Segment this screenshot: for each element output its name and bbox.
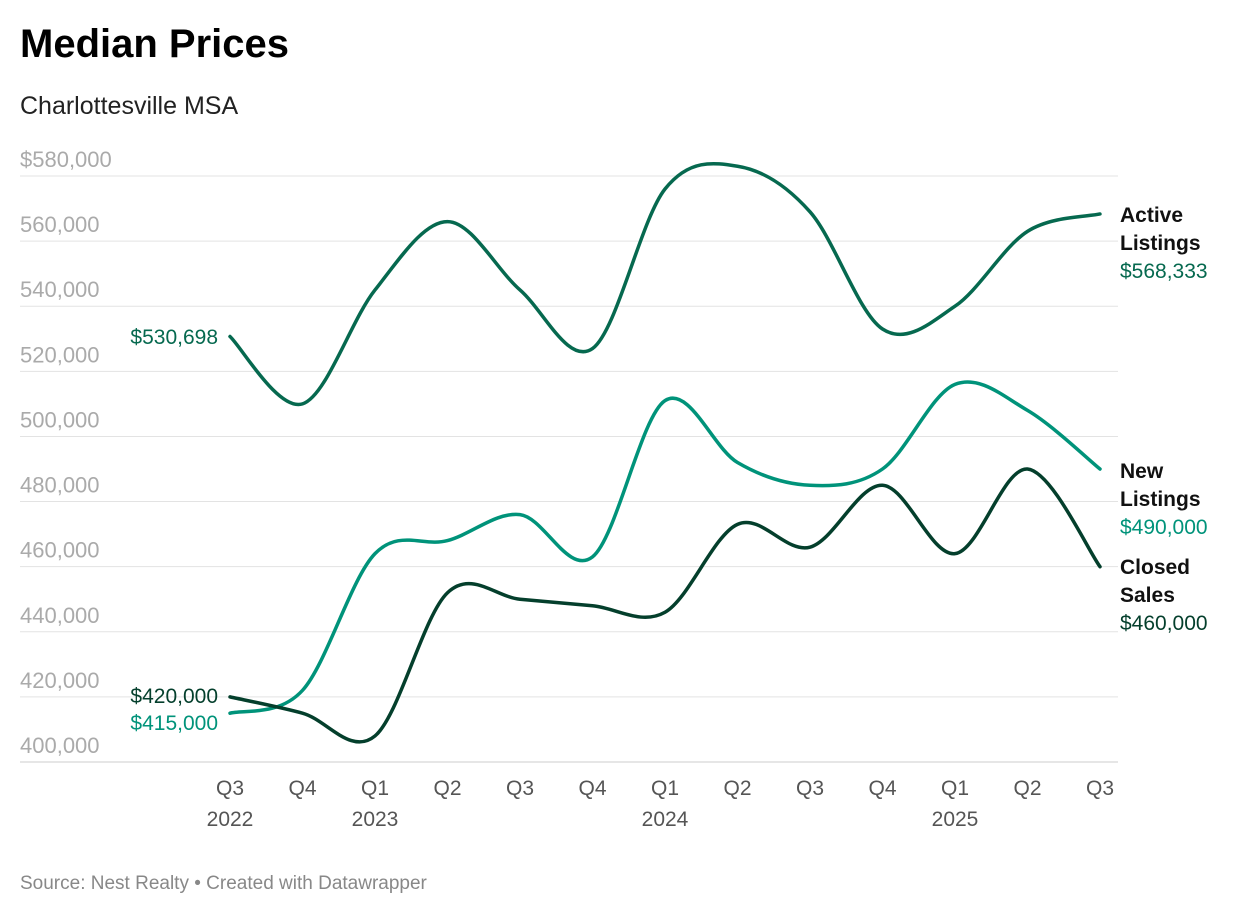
y-tick-label: 500,000 — [20, 407, 100, 432]
x-tick-label: Q4 — [578, 777, 606, 800]
start-value-label: $420,000 — [130, 685, 218, 708]
x-year-label: 2023 — [352, 808, 399, 831]
start-value-label: $415,000 — [130, 712, 218, 735]
x-tick-label: Q1 — [651, 777, 679, 800]
x-tick-label: Q2 — [1013, 777, 1041, 800]
x-tick-label: Q1 — [361, 777, 389, 800]
y-tick-label: 560,000 — [20, 212, 100, 237]
series-line-active-listings — [228, 161, 1102, 407]
y-tick-label: 480,000 — [20, 473, 100, 498]
end-value-label: $460,000 — [1120, 612, 1208, 635]
end-value-label: $490,000 — [1120, 516, 1208, 539]
chart-subtitle: Charlottesville MSA — [20, 92, 239, 120]
x-tick-label: Q3 — [796, 777, 824, 800]
series-name-label: Sales — [1120, 584, 1175, 607]
chart-footer: Source: Nest Realty • Created with Dataw… — [20, 873, 427, 894]
y-tick-label: 540,000 — [20, 277, 100, 302]
y-tick-label: 420,000 — [20, 668, 100, 693]
x-tick-label: Q2 — [433, 777, 461, 800]
x-year-label: 2022 — [207, 808, 254, 831]
series-name-label: Listings — [1120, 488, 1201, 511]
series-name-label: Active — [1120, 204, 1183, 227]
series-name-label: New — [1120, 460, 1164, 483]
series-line-new-listings — [228, 380, 1102, 715]
y-tick-label: 520,000 — [20, 342, 100, 367]
y-tick-label: $580,000 — [20, 147, 112, 172]
y-tick-label: 400,000 — [20, 733, 100, 758]
x-year-label: 2025 — [932, 808, 979, 831]
end-value-label: $568,333 — [1120, 260, 1208, 283]
series-name-label: Listings — [1120, 232, 1201, 255]
x-tick-label: Q4 — [288, 777, 316, 800]
series-line-closed-sales — [228, 467, 1102, 744]
x-tick-label: Q3 — [506, 777, 534, 800]
x-tick-label: Q4 — [868, 777, 896, 800]
series-name-label: Closed — [1120, 556, 1190, 579]
x-year-label: 2024 — [642, 808, 689, 831]
x-tick-label: Q3 — [216, 777, 244, 800]
y-tick-label: 440,000 — [20, 603, 100, 628]
chart-title: Median Prices — [20, 22, 290, 66]
x-tick-label: Q2 — [723, 777, 751, 800]
x-tick-label: Q3 — [1086, 777, 1114, 800]
start-value-label: $530,698 — [130, 326, 218, 349]
x-tick-label: Q1 — [941, 777, 969, 800]
y-tick-label: 460,000 — [20, 538, 100, 563]
